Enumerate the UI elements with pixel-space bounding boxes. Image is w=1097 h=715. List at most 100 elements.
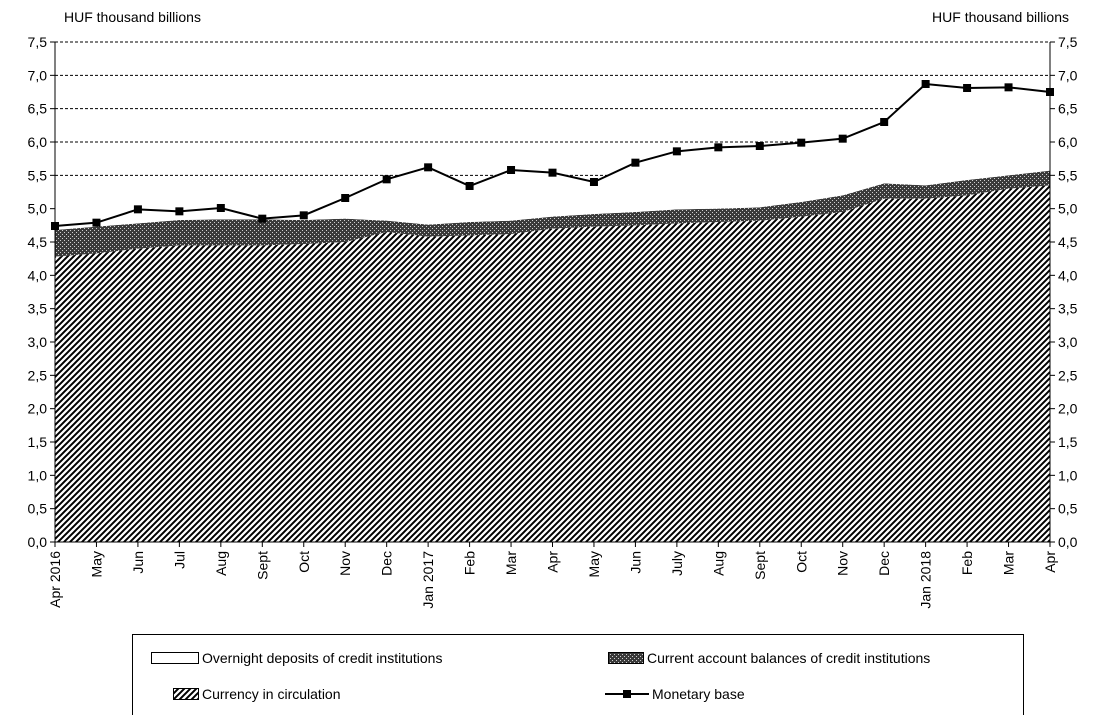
left-y-tick-label: 5,5 — [28, 167, 48, 183]
monetary-base-marker — [507, 166, 516, 174]
right-y-tick-label: 1,5 — [1058, 434, 1078, 450]
right-y-tick-label: 6,0 — [1058, 134, 1078, 150]
x-tick-label: Sept — [752, 551, 768, 580]
right-axis-unit-label: HUF thousand billions — [932, 9, 1069, 25]
left-y-tick-label: 4,0 — [28, 267, 48, 283]
left-y-tick-label: 1,5 — [28, 434, 48, 450]
monetary-base-marker — [299, 211, 308, 220]
right-y-tick-label: 4,0 — [1058, 267, 1078, 283]
monetary-base-marker — [92, 218, 101, 227]
legend-item-overnight-deposits: Overnight deposits of credit institution… — [151, 650, 442, 666]
legend-label-overnight-deposits: Overnight deposits of credit institution… — [202, 650, 443, 666]
monetary-base-marker — [382, 175, 391, 184]
monetary-base-marker — [548, 168, 557, 177]
left-y-tick-label: 2,5 — [28, 367, 48, 383]
right-y-tick-label: 1,0 — [1058, 467, 1078, 483]
x-tick-label: July — [669, 551, 685, 576]
right-y-tick-label: 5,5 — [1058, 167, 1078, 183]
chart: 0,0 0,0 0,5 0,5 1,0 1,0 1,5 1,5 2,0 2,0 2,5 2,5 3,0 3… — [28, 34, 1078, 609]
area-currency-in-circulation — [55, 185, 1050, 543]
left-y-tick-label: 3,5 — [28, 301, 48, 317]
x-tick-label: Apr 2016 — [47, 551, 63, 608]
monetary-base-marker — [631, 158, 640, 167]
legend-item-currency: Currency in circulation — [173, 686, 341, 702]
left-axis-unit-label: HUF thousand billions — [64, 9, 201, 25]
right-y-tick-label: 0,5 — [1058, 501, 1078, 517]
monetary-base-marker — [755, 142, 764, 150]
monetary-base-marker — [880, 118, 889, 126]
x-tick-label: Jan 2017 — [420, 551, 436, 609]
monetary-base-marker — [175, 207, 184, 216]
legend-swatch-diagonal-hatch — [173, 688, 199, 700]
left-y-tick-label: 2,0 — [28, 401, 48, 417]
x-tick-label: Nov — [337, 551, 353, 576]
x-tick-label: Oct — [793, 551, 809, 573]
x-tick-label: Aug — [213, 551, 229, 576]
monetary-base-marker — [797, 138, 806, 147]
x-tick-label: Dec — [379, 551, 395, 576]
left-y-tick-label: 5,0 — [28, 201, 48, 217]
monetary-base-marker — [672, 147, 681, 156]
monetary-base-marker — [258, 214, 267, 223]
stacked-areas — [55, 84, 1050, 543]
right-y-tick-label: 6,5 — [1058, 101, 1078, 117]
area-current-account-balances-of-credit-institutions — [55, 170, 1050, 257]
x-tick-label: Sept — [254, 551, 270, 580]
area-overnight-deposits-of-credit-institutions — [55, 84, 1050, 230]
x-tick-label: Feb — [462, 551, 478, 575]
legend-item-monetary-base: Monetary base — [605, 686, 745, 702]
x-tick-label: May — [88, 551, 104, 577]
legend-line-marker — [605, 690, 649, 698]
monetary-base-line — [51, 80, 1054, 230]
right-y-tick-label: 7,5 — [1058, 34, 1078, 50]
legend-swatch-white — [151, 652, 199, 664]
x-tick-label: Oct — [296, 551, 312, 573]
x-tick-label: Jan 2018 — [918, 551, 934, 609]
right-y-tick-label: 7,0 — [1058, 67, 1078, 83]
chart-legend: Overnight deposits of credit institution… — [132, 634, 1024, 715]
left-y-tick-label: 6,5 — [28, 101, 48, 117]
monetary-base-marker — [133, 205, 142, 214]
x-tick-label: Jun — [627, 551, 643, 574]
right-y-tick-label: 5,0 — [1058, 201, 1078, 217]
right-y-tick-label: 4,5 — [1058, 234, 1078, 250]
legend-item-current-account: Current account balances of credit insti… — [608, 650, 930, 666]
left-y-tick-label: 7,0 — [28, 67, 48, 83]
monetary-base-marker — [963, 84, 972, 92]
x-tick-label: Apr — [1042, 551, 1058, 573]
axes: 0,0 0,0 0,5 0,5 1,0 1,0 1,5 1,5 2,0 2,0 2,5 2,5 3,0 3… — [28, 34, 1078, 609]
monetary-base-marker — [424, 163, 433, 172]
left-y-tick-label: 0,0 — [28, 534, 48, 550]
right-y-tick-label: 2,0 — [1058, 401, 1078, 417]
monetary-base-marker — [838, 134, 847, 143]
right-y-tick-label: 3,5 — [1058, 301, 1078, 317]
left-y-tick-label: 3,0 — [28, 334, 48, 350]
left-y-tick-label: 0,5 — [28, 501, 48, 517]
left-y-tick-label: 7,5 — [28, 34, 48, 50]
left-y-tick-label: 4,5 — [28, 234, 48, 250]
right-y-tick-label: 3,0 — [1058, 334, 1078, 350]
right-y-tick-label: 0,0 — [1058, 534, 1078, 550]
x-tick-label: Mar — [1001, 551, 1017, 575]
x-tick-label: Dec — [876, 551, 892, 576]
x-tick-label: Mar — [503, 551, 519, 575]
left-y-tick-label: 6,0 — [28, 134, 48, 150]
legend-label-monetary-base: Monetary base — [652, 686, 745, 702]
monetary-base-marker — [714, 143, 723, 152]
x-tick-label: Jun — [130, 551, 146, 574]
legend-label-currency: Currency in circulation — [202, 686, 341, 702]
monetary-base-marker — [589, 178, 598, 186]
legend-swatch-crosshatch — [608, 652, 644, 664]
monetary-base-marker — [216, 204, 225, 212]
monetary-base-marker — [341, 194, 350, 202]
x-tick-label: Aug — [710, 551, 726, 576]
monetary-base-marker — [921, 80, 930, 88]
right-y-tick-label: 2,5 — [1058, 367, 1078, 383]
monetary-base-marker — [1004, 83, 1013, 92]
x-tick-label: Apr — [545, 551, 561, 573]
x-tick-label: Jul — [171, 551, 187, 569]
monetary-base-marker — [465, 182, 474, 190]
left-y-tick-label: 1,0 — [28, 467, 48, 483]
x-tick-label: May — [586, 551, 602, 577]
x-tick-label: Nov — [835, 551, 851, 576]
